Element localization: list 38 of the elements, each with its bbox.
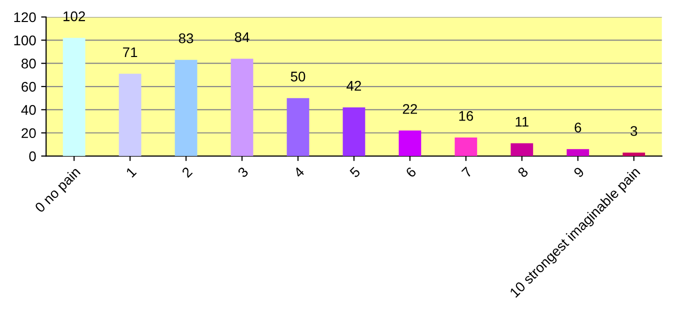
x-tick-label: 1 [126, 166, 137, 178]
data-label: 22 [402, 104, 417, 114]
data-label: 50 [290, 72, 306, 82]
y-tick-label: 40 [21, 105, 36, 115]
x-tick-label: 2 [181, 166, 193, 178]
bar [286, 98, 310, 156]
bar [398, 130, 422, 156]
data-label: 84 [234, 32, 250, 42]
y-tick-label: 100 [14, 36, 36, 46]
bar [510, 143, 534, 156]
x-tick-label: 9 [573, 166, 585, 178]
data-label: 71 [123, 47, 138, 58]
data-label: 11 [516, 116, 528, 127]
y-tick-label: 0 [29, 151, 36, 162]
x-tick-label: 5 [349, 166, 361, 178]
bar [454, 138, 478, 156]
x-tick-label: 3 [237, 166, 249, 178]
data-label: 3 [630, 126, 638, 136]
bar [118, 74, 142, 156]
x-tick-label: 8 [517, 166, 529, 178]
y-tick-label: 20 [22, 128, 36, 138]
y-tick-label: 80 [22, 58, 36, 69]
data-label: 16 [459, 111, 474, 121]
x-tick-label: 4 [293, 166, 305, 178]
bar [622, 152, 646, 156]
x-tick-label: 7 [461, 166, 473, 178]
data-label: 102 [64, 11, 85, 22]
x-tick-label: 6 [405, 166, 417, 178]
data-label: 6 [574, 122, 582, 132]
bar [174, 60, 198, 156]
bar [566, 149, 590, 156]
y-tick-label: 120 [14, 12, 36, 22]
data-label: 42 [346, 80, 362, 91]
bar [230, 58, 254, 156]
bar [62, 38, 86, 156]
data-label: 83 [178, 33, 194, 44]
bar [342, 107, 366, 156]
y-tick-label: 60 [22, 82, 36, 92]
